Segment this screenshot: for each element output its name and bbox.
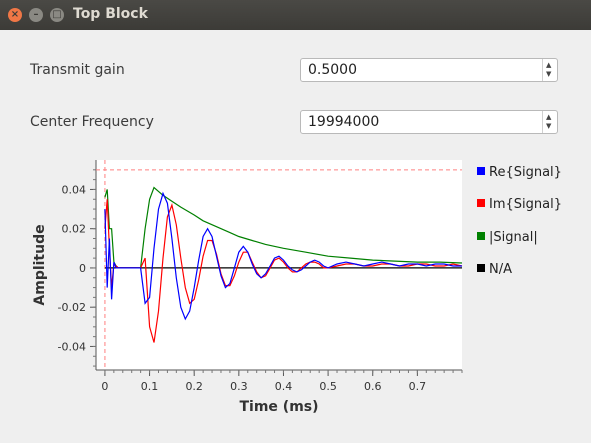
close-button[interactable]: × (8, 8, 22, 22)
y-tick-label: -0.02 (58, 301, 86, 314)
minimize-button[interactable]: – (29, 8, 43, 22)
legend-swatch (477, 232, 485, 240)
maximize-button[interactable]: □ (50, 8, 64, 22)
legend-label: Re{Signal} (489, 165, 562, 180)
maximize-icon: □ (52, 9, 62, 20)
plot-canvas[interactable] (96, 160, 462, 370)
x-tick-label: 0.2 (185, 380, 203, 393)
legend-item[interactable]: Re{Signal} (477, 165, 562, 180)
x-tick-label: 0.7 (409, 380, 427, 393)
window-title: Top Block (73, 6, 148, 22)
y-axis-label: Amplitude (32, 224, 48, 305)
legend-label: N/A (489, 262, 512, 277)
center-frequency-spinbox[interactable]: 19994000 ▲ ▼ (300, 110, 558, 134)
center-frequency-value[interactable]: 19994000 (308, 114, 380, 130)
transmit-gain-value[interactable]: 0.5000 (308, 62, 357, 78)
x-tick-label: 0.3 (230, 380, 248, 393)
title-bar: × – □ Top Block (0, 0, 591, 30)
center-frequency-label: Center Frequency (30, 114, 154, 130)
spin-up-icon[interactable]: ▲ (546, 113, 552, 121)
transmit-gain-stepper[interactable]: ▲ ▼ (542, 59, 557, 81)
spin-down-icon[interactable]: ▼ (546, 122, 552, 130)
legend-label: |Signal| (489, 230, 538, 245)
y-tick-label: 0.04 (62, 183, 87, 196)
spin-up-icon[interactable]: ▲ (546, 61, 552, 69)
center-frequency-stepper[interactable]: ▲ ▼ (542, 111, 557, 133)
series-line-0 (104, 191, 462, 321)
legend-item[interactable]: Im{Signal} (477, 197, 562, 212)
transmit-gain-label: Transmit gain (30, 62, 125, 78)
y-tick-label: 0 (79, 262, 86, 275)
y-tick-label: -0.04 (58, 340, 86, 353)
x-tick-label: 0.5 (319, 380, 337, 393)
legend-swatch (477, 167, 485, 175)
x-axis-label: Time (ms) (239, 399, 318, 415)
legend-label: Im{Signal} (489, 197, 562, 212)
legend-swatch (477, 199, 485, 207)
spin-down-icon[interactable]: ▼ (546, 70, 552, 78)
legend-item[interactable]: N/A (477, 262, 512, 277)
x-tick-label: 0.1 (141, 380, 159, 393)
x-tick-label: 0.4 (275, 380, 293, 393)
x-tick-label: 0.6 (364, 380, 382, 393)
legend-item[interactable]: |Signal| (477, 230, 538, 245)
y-tick-label: 0.02 (62, 223, 87, 236)
transmit-gain-spinbox[interactable]: 0.5000 ▲ ▼ (300, 58, 558, 82)
time-sink-plot[interactable]: 0 0.1 0.2 0.3 0.4 0.5 0.6 0.7 0.04 0.02 0 -0.02 -0.0… (0, 143, 591, 443)
legend-swatch (477, 264, 485, 272)
close-icon: × (10, 9, 20, 20)
x-tick-label: 0 (101, 380, 108, 393)
minimize-icon: – (33, 9, 39, 20)
